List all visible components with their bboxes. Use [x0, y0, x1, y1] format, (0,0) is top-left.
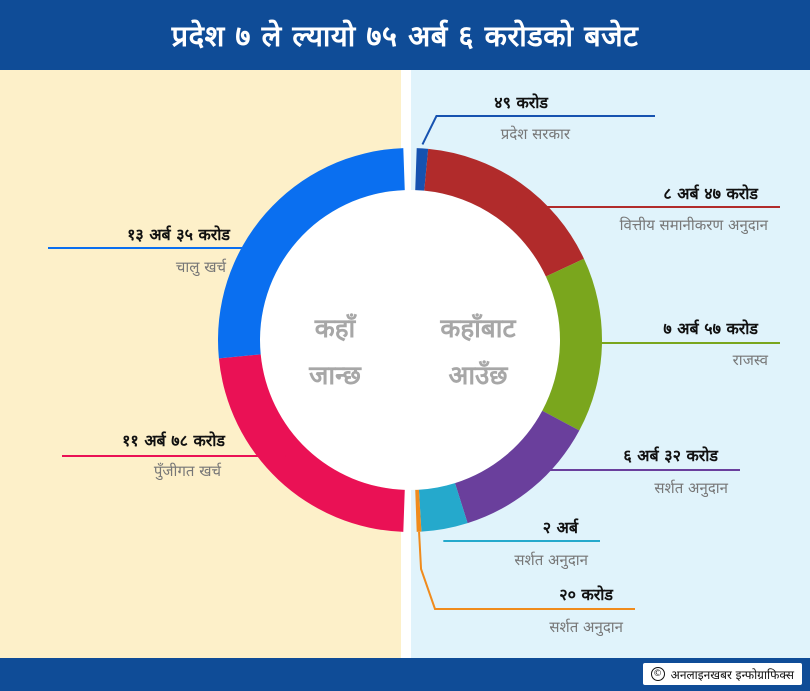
credit-badge: © अनलाइनखबर इन्फोग्राफिक्स [642, 663, 802, 685]
slice-value-label: ६ अर्ब ३२ करोड [623, 446, 719, 465]
donut-slice-right-1 [424, 148, 584, 277]
header-bar: प्रदेश ७ ले ल्यायो ७५ अर्ब ६ करोडको बजेट [0, 0, 810, 70]
donut-slice-left-1 [218, 148, 405, 359]
slice-value-label: ७ अर्ब ५७ करोड [663, 319, 759, 338]
center-text-left-2: जान्छ [308, 361, 362, 391]
donut-slice-left-0 [218, 354, 405, 532]
slice-value-label: ११ अर्ब ७८ करोड [122, 431, 226, 450]
slice-name-label: सर्शत अनुदान [514, 551, 588, 570]
slice-value-label: २० करोड [559, 585, 614, 604]
copyright-icon: © [650, 667, 665, 681]
slice-name-label: सर्शत अनुदान [549, 618, 623, 637]
slice-value-label: ४९ करोड [494, 93, 549, 112]
footer-bar: © अनलाइनखबर इन्फोग्राफिक्स [0, 658, 810, 691]
credit-text: अनलाइनखबर इन्फोग्राफिक्स [670, 667, 794, 682]
donut-hole [260, 190, 560, 490]
donut-slice-right-3 [454, 410, 580, 524]
slice-value-label: २ अर्ब [543, 518, 579, 537]
slice-name-label: वित्तीय समानीकरण अनुदान [620, 216, 769, 235]
slice-value-label: १३ अर्ब ३५ करोड [127, 225, 231, 244]
donut-slice-right-5 [415, 489, 422, 532]
slice-name-label: प्रदेश सरकार [501, 125, 571, 143]
center-text-right-2: आउँछ [448, 360, 509, 391]
center-text-left-1: कहाँ [314, 313, 358, 344]
donut-slice-right-0 [415, 148, 429, 191]
center-text-right-1: कहाँबाट [439, 313, 516, 344]
slice-name-label: चालु खर्च [176, 258, 227, 277]
slice-value-label: ८ अर्ब ४७ करोड [663, 184, 759, 203]
slice-name-label: राजस्व [733, 351, 769, 369]
leader-line-right-5 [418, 531, 635, 610]
donut-slice-right-4 [418, 483, 468, 532]
leader-line-right-0 [421, 115, 655, 145]
page-title: प्रदेश ७ ले ल्यायो ७५ अर्ब ६ करोडको बजेट [171, 18, 639, 53]
donut-slice-right-2 [542, 258, 602, 431]
slice-name-label: पुँजीगत खर्च [154, 462, 222, 481]
slice-name-label: सर्शत अनुदान [654, 479, 728, 498]
